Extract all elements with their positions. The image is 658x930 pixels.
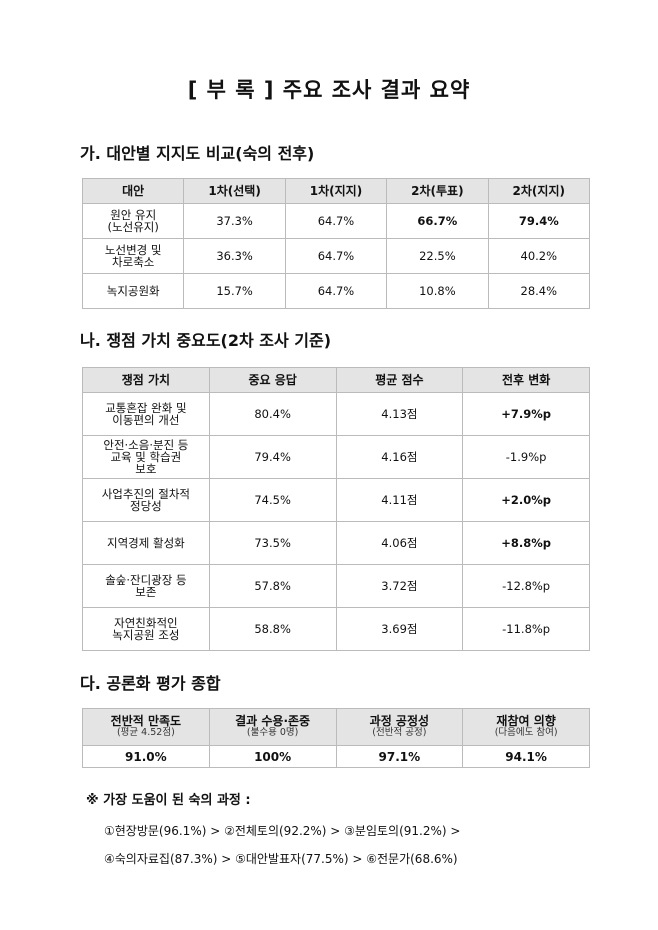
cell: 10.8% xyxy=(386,273,489,309)
cell: 40.2% xyxy=(487,238,591,274)
cell: 15.7% xyxy=(183,273,286,309)
cell: 57.8% xyxy=(208,564,337,608)
cell: 28.4% xyxy=(487,273,591,309)
issue-value-table: 쟁점 가치 중요 응답 평균 점수 전후 변화 교통혼잡 완화 및 이동편의 개… xyxy=(82,367,590,651)
cell: 64.7% xyxy=(284,238,388,274)
cell: 솔숲·잔디광장 등 보존 xyxy=(82,564,210,608)
support-comparison-table: 대안 1차(선택) 1차(지지) 2차(투표) 2차(지지) 원안 유지 (노선… xyxy=(81,178,591,309)
cell: -12.8%p xyxy=(462,564,590,608)
cell: 3.72점 xyxy=(335,564,464,608)
table-row: 솔숲·잔디광장 등 보존 57.8% 3.72점 -12.8%p xyxy=(82,564,590,608)
table-row: 교통혼잡 완화 및 이동편의 개선 80.4% 4.13점 +7.9%p xyxy=(82,392,590,436)
table-row: 사업추진의 절차적 정당성 74.5% 4.11점 +2.0%p xyxy=(82,478,590,522)
cell: 3.69점 xyxy=(335,607,464,651)
header-sub: (불수용 0명) xyxy=(246,727,299,738)
cell: +8.8%p xyxy=(462,521,590,565)
cell: 교통혼잡 완화 및 이동편의 개선 xyxy=(82,392,210,436)
cell: 91.0% xyxy=(82,745,210,768)
cell: 64.7% xyxy=(284,273,388,309)
cell: 36.3% xyxy=(183,238,286,274)
table-row: 안전·소음·분진 등 교육 및 학습권 보호 79.4% 4.16점 -1.9%p xyxy=(82,435,590,479)
cell: 58.8% xyxy=(208,607,337,651)
section-b-heading: 나. 쟁점 가치 중요도(2차 조사 기준) xyxy=(80,331,332,350)
evaluation-summary-table: 전반적 만족도 (평균 4.52점) 결과 수용·존중 (불수용 0명) 과정 공정… xyxy=(82,708,590,768)
cell: 97.1% xyxy=(335,745,464,768)
cell: +7.9%p xyxy=(462,392,590,436)
process-ranking-line-2: ④숙의자료집(87.3%) > ⑤대안발표자(77.5%) > ⑥전문가(68.… xyxy=(104,852,458,866)
section-a-heading: 가. 대안별 지지도 비교(숙의 전후) xyxy=(80,144,315,163)
table-row: 원안 유지 (노선유지) 37.3% 64.7% 66.7% 79.4% xyxy=(81,203,591,239)
section-c-heading: 다. 공론화 평가 종합 xyxy=(80,674,221,693)
cell: 지역경제 활성화 xyxy=(82,521,210,565)
header-sub: (평균 4.52점) xyxy=(116,727,175,738)
cell: 22.5% xyxy=(386,238,489,274)
col-header: 전후 변화 xyxy=(462,367,590,393)
header-main: 전반적 만족도 xyxy=(110,714,182,728)
cell: -1.9%p xyxy=(462,435,590,479)
cell: -11.8%p xyxy=(462,607,590,651)
cell: 안전·소음·분진 등 교육 및 학습권 보호 xyxy=(82,435,210,479)
col-header: 2차(투표) xyxy=(386,178,489,204)
cell: 4.06점 xyxy=(335,521,464,565)
cell: 79.4% xyxy=(487,203,591,239)
cell: 73.5% xyxy=(208,521,337,565)
cell: 사업추진의 절차적 정당성 xyxy=(82,478,210,522)
table-row: 녹지공원화 15.7% 64.7% 10.8% 28.4% xyxy=(81,273,591,309)
cell: 원안 유지 (노선유지) xyxy=(81,203,185,239)
cell: 74.5% xyxy=(208,478,337,522)
header-main: 결과 수용·존중 xyxy=(235,714,311,728)
cell: 37.3% xyxy=(183,203,286,239)
col-header: 쟁점 가치 xyxy=(82,367,210,393)
col-header: 대안 xyxy=(81,178,185,204)
table-row: 지역경제 활성화 73.5% 4.06점 +8.8%p xyxy=(82,521,590,565)
header-sub: (다음에도 참여) xyxy=(494,727,558,738)
cell: 100% xyxy=(208,745,337,768)
cell: 64.7% xyxy=(284,203,388,239)
cell: 녹지공원화 xyxy=(81,273,185,309)
col-header: 과정 공정성 (전반적 공정) xyxy=(335,708,464,746)
col-header: 1차(선택) xyxy=(183,178,286,204)
note-label: ※ 가장 도움이 된 숙의 과정 : xyxy=(86,793,251,808)
table-row: 91.0% 100% 97.1% 94.1% xyxy=(82,745,590,768)
col-header: 평균 점수 xyxy=(335,367,464,393)
header-sub: (전반적 공정) xyxy=(372,727,427,738)
cell: 4.16점 xyxy=(335,435,464,479)
col-header: 결과 수용·존중 (불수용 0명) xyxy=(208,708,337,746)
cell: 4.13점 xyxy=(335,392,464,436)
cell: 79.4% xyxy=(208,435,337,479)
cell: 자연친화적인 녹지공원 조성 xyxy=(82,607,210,651)
header-main: 과정 공정성 xyxy=(369,714,430,728)
col-header: 전반적 만족도 (평균 4.52점) xyxy=(82,708,210,746)
header-main: 재참여 의향 xyxy=(496,714,556,728)
col-header: 중요 응답 xyxy=(208,367,337,393)
table-row: 자연친화적인 녹지공원 조성 58.8% 3.69점 -11.8%p xyxy=(82,607,590,651)
col-header: 재참여 의향 (다음에도 참여) xyxy=(462,708,590,746)
process-ranking-line-1: ①현장방문(96.1%) > ②전체토의(92.2%) > ③분임토의(91.2… xyxy=(104,824,461,838)
cell: 94.1% xyxy=(462,745,590,768)
col-header: 1차(지지) xyxy=(284,178,388,204)
cell: 66.7% xyxy=(386,203,489,239)
col-header: 2차(지지) xyxy=(487,178,591,204)
cell: 노선변경 및 차로축소 xyxy=(81,238,185,274)
page-title: [ 부 록 ] 주요 조사 결과 요약 xyxy=(187,78,471,102)
cell: 4.11점 xyxy=(335,478,464,522)
cell: 80.4% xyxy=(208,392,337,436)
table-row: 노선변경 및 차로축소 36.3% 64.7% 22.5% 40.2% xyxy=(81,238,591,274)
cell: +2.0%p xyxy=(462,478,590,522)
